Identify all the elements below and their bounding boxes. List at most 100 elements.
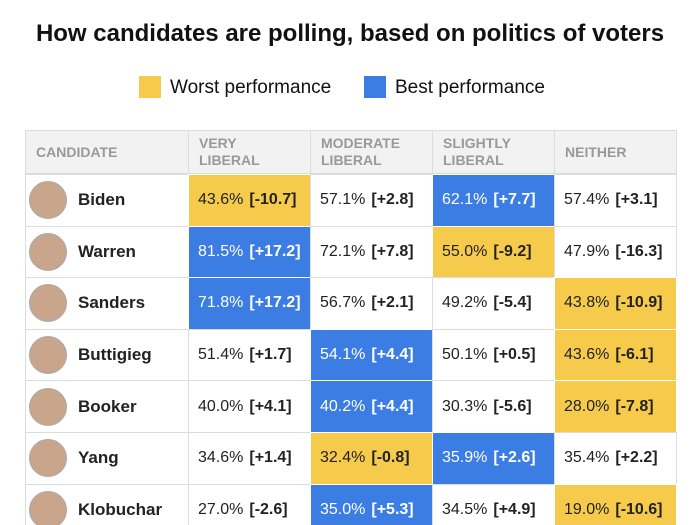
change: [+3.1]	[615, 191, 658, 209]
value: 51.4%	[198, 346, 244, 364]
value-cell: 32.4% [-0.8]	[310, 432, 433, 485]
change: [+2.2]	[615, 449, 658, 467]
change: [-5.6]	[493, 397, 532, 415]
avatar	[29, 336, 67, 375]
value: 43.6%	[198, 191, 244, 209]
legend-label: Best performance	[395, 77, 545, 98]
change: [+17.2]	[249, 242, 301, 260]
value-cell: 43.8% [-10.9]	[554, 277, 677, 330]
change: [+2.6]	[493, 449, 536, 467]
value: 47.9%	[564, 242, 610, 260]
candidate-cell: Sanders	[25, 277, 189, 330]
value-cell: 55.0% [-9.2]	[432, 225, 555, 279]
value: 35.4%	[564, 449, 610, 467]
change: [-6.1]	[615, 346, 654, 364]
value-cell: 35.0% [+5.3]	[310, 483, 433, 525]
candidate-cell: Buttigieg	[25, 328, 189, 382]
value-cell: 43.6% [-6.1]	[554, 328, 677, 382]
change: [+7.8]	[371, 242, 414, 260]
value: 30.3%	[442, 397, 488, 415]
value: 40.0%	[198, 397, 244, 415]
value-cell: 49.2% [-5.4]	[432, 277, 555, 330]
value: 19.0%	[564, 500, 610, 518]
column-header: VERY LIBERAL	[188, 130, 311, 174]
value: 34.5%	[442, 500, 488, 518]
value: 28.0%	[564, 397, 610, 415]
candidate-name: Yang	[78, 448, 119, 468]
candidate-name: Buttigieg	[78, 345, 152, 365]
candidate-name: Warren	[78, 241, 136, 261]
avatar	[29, 439, 67, 478]
change: [-7.8]	[615, 397, 654, 415]
value: 35.0%	[320, 500, 366, 518]
legend-label: Worst performance	[170, 77, 332, 98]
change: [+17.2]	[249, 294, 301, 312]
change: [+2.1]	[371, 294, 414, 312]
value: 55.0%	[442, 242, 488, 260]
value-cell: 34.6% [+1.4]	[188, 432, 311, 485]
value: 35.9%	[442, 449, 488, 467]
value: 32.4%	[320, 449, 366, 467]
value: 57.4%	[564, 191, 610, 209]
column-header: SLIGHTLY LIBERAL	[432, 130, 555, 174]
value: 71.8%	[198, 294, 244, 312]
value-cell: 50.1% [+0.5]	[432, 328, 555, 382]
value-cell: 47.9% [-16.3]	[554, 225, 677, 279]
value-cell: 43.6% [-10.7]	[188, 174, 311, 227]
change: [-10.9]	[615, 294, 663, 312]
column-header: NEITHER	[554, 130, 677, 174]
value: 50.1%	[442, 346, 488, 364]
candidate-cell: Klobuchar	[25, 483, 189, 525]
value-cell: 56.7% [+2.1]	[310, 277, 433, 330]
value: 56.7%	[320, 294, 366, 312]
value-cell: 28.0% [-7.8]	[554, 380, 677, 433]
change: [-10.7]	[249, 191, 297, 209]
candidate-cell: Booker	[25, 380, 189, 433]
change: [-16.3]	[615, 242, 663, 260]
change: [-10.6]	[615, 500, 663, 518]
avatar	[29, 490, 67, 525]
change: [+1.7]	[249, 346, 292, 364]
column-header: CANDIDATE	[25, 130, 189, 174]
value-cell: 71.8% [+17.2]	[188, 277, 311, 330]
value: 27.0%	[198, 500, 244, 518]
candidate-name: Klobuchar	[78, 499, 163, 519]
value-cell: 54.1% [+4.4]	[310, 328, 433, 382]
candidate-cell: Yang	[25, 432, 189, 485]
value-cell: 19.0% [-10.6]	[554, 483, 677, 525]
candidate-cell: Biden	[25, 174, 189, 227]
value-cell: 30.3% [-5.6]	[432, 380, 555, 433]
value-cell: 62.1% [+7.7]	[432, 174, 555, 227]
value-cell: 27.0% [-2.6]	[188, 483, 311, 525]
value-cell: 35.4% [+2.2]	[554, 432, 677, 485]
value: 34.6%	[198, 449, 244, 467]
value-cell: 81.5% [+17.2]	[188, 225, 311, 279]
change: [+7.7]	[493, 191, 536, 209]
change: [+0.5]	[493, 346, 536, 364]
legend-swatch	[139, 76, 161, 98]
value: 54.1%	[320, 346, 366, 364]
change: [+5.3]	[371, 500, 414, 518]
value: 43.8%	[564, 294, 610, 312]
column-header: MODERATE LIBERAL	[310, 130, 433, 174]
candidate-name: Biden	[78, 190, 126, 210]
value: 72.1%	[320, 242, 366, 260]
avatar	[29, 284, 67, 323]
change: [+4.4]	[371, 346, 414, 364]
value-cell: 57.4% [+3.1]	[554, 174, 677, 227]
avatar	[29, 181, 67, 220]
avatar	[29, 387, 67, 426]
value: 49.2%	[442, 294, 488, 312]
value: 81.5%	[198, 242, 244, 260]
candidate-name: Booker	[78, 396, 137, 416]
value: 62.1%	[442, 191, 488, 209]
change: [+1.4]	[249, 449, 292, 467]
candidate-cell: Warren	[25, 225, 189, 279]
change: [+4.1]	[249, 397, 292, 415]
candidate-name: Sanders	[78, 293, 146, 313]
value-cell: 57.1% [+2.8]	[310, 174, 433, 227]
value-cell: 72.1% [+7.8]	[310, 225, 433, 279]
legend-swatch	[364, 76, 386, 98]
change: [-0.8]	[371, 449, 410, 467]
